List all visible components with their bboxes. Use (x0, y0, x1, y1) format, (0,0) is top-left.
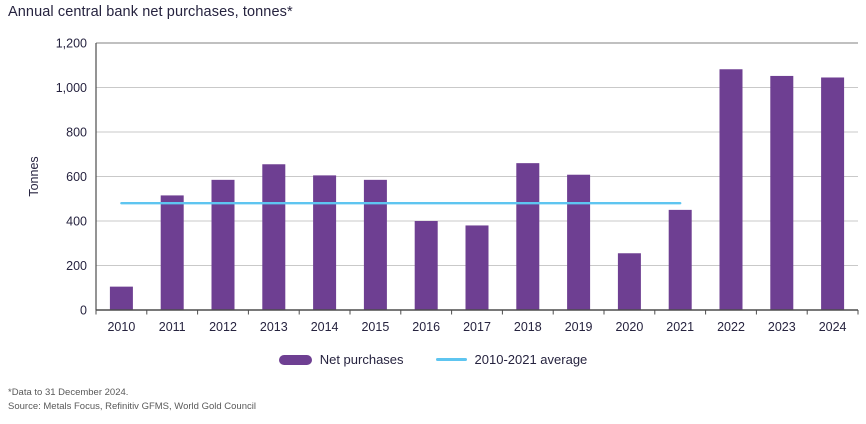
bar-2017 (465, 225, 489, 310)
y-tick-label-600: 600 (66, 170, 87, 184)
x-tick-label-2019: 2019 (565, 320, 593, 334)
average-line-swatch-icon (435, 358, 467, 361)
legend-label-net-purchases: Net purchases (319, 352, 404, 367)
footnote-data-date: *Data to 31 December 2024. (8, 387, 129, 398)
x-tick-label-2016: 2016 (412, 320, 440, 334)
y-tick-label-200: 200 (66, 259, 87, 273)
bar-2018 (516, 163, 540, 310)
legend-item-average: 2010-2021 average (435, 352, 588, 367)
x-tick-label-2020: 2020 (615, 320, 643, 334)
bar-2021 (668, 209, 692, 310)
net-purchases-swatch-icon (278, 354, 312, 365)
legend-label-average: 2010-2021 average (474, 352, 588, 367)
bar-2024 (821, 77, 845, 310)
bar-2013 (262, 164, 286, 310)
footnote-source: Source: Metals Focus, Refinitiv GFMS, Wo… (8, 400, 256, 412)
x-tick-label-2024: 2024 (819, 320, 847, 334)
chart-title: Annual central bank net purchases, tonne… (8, 4, 293, 20)
y-tick-label-1,200: 1,200 (56, 37, 87, 51)
bar-2011 (160, 195, 184, 310)
legend-item-net-purchases: Net purchases (278, 352, 404, 367)
x-tick-label-2022: 2022 (717, 320, 745, 334)
y-axis-title: Tonnes (27, 156, 41, 196)
chart-footnotes: *Data to 31 December 2024. Source: Metal… (8, 386, 256, 413)
bar-2014 (313, 175, 337, 310)
x-tick-label-2018: 2018 (514, 320, 542, 334)
x-tick-label-2017: 2017 (463, 320, 491, 334)
x-tick-label-2011: 2011 (159, 320, 186, 334)
chart-legend: Net purchases 2010-2021 average (0, 352, 866, 367)
bar-2020 (617, 253, 641, 310)
bar-2015 (363, 179, 387, 310)
x-tick-label-2014: 2014 (311, 320, 339, 334)
x-tick-label-2015: 2015 (361, 320, 389, 334)
bar-2019 (567, 174, 591, 310)
bar-2016 (414, 221, 438, 310)
y-tick-label-1,000: 1,000 (56, 81, 87, 95)
bar-2023 (770, 75, 794, 311)
y-tick-label-0: 0 (80, 304, 87, 318)
x-tick-label-2023: 2023 (768, 320, 796, 334)
x-tick-label-2012: 2012 (209, 320, 237, 334)
bar-2012 (211, 179, 235, 310)
y-tick-label-800: 800 (66, 126, 87, 140)
x-tick-label-2013: 2013 (260, 320, 288, 334)
bar-2022 (719, 69, 743, 310)
y-tick-label-400: 400 (66, 215, 87, 229)
bar-2010 (109, 286, 133, 310)
x-tick-label-2010: 2010 (107, 320, 135, 334)
x-tick-label-2021: 2021 (666, 320, 694, 334)
